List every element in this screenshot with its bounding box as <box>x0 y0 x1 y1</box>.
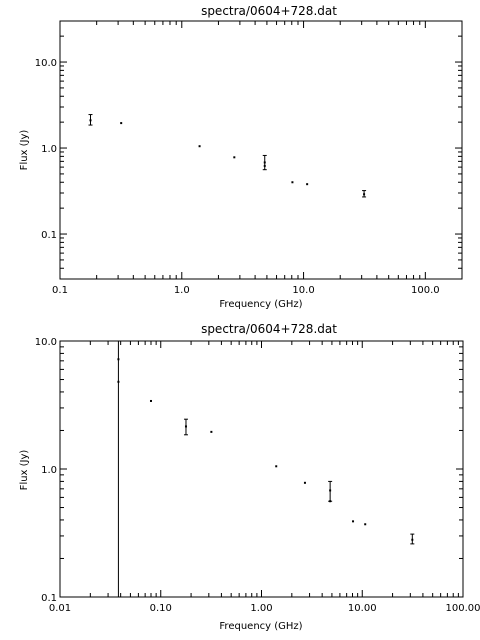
x-tick-label: 1.00 <box>250 603 272 614</box>
x-axis-label: Frequency (GHz) <box>219 621 302 632</box>
chart-title: spectra/0604+728.dat <box>201 322 337 336</box>
x-tick-label: 10.00 <box>348 603 377 614</box>
x-tick-label: 100.00 <box>446 603 480 614</box>
data-point <box>263 164 266 167</box>
data-point <box>352 520 355 523</box>
data-point <box>364 523 367 526</box>
plot-frame <box>59 20 463 280</box>
data-point <box>210 430 213 433</box>
y-tick-label: 1.0 <box>41 465 57 476</box>
x-axis-label: Frequency (GHz) <box>219 299 302 310</box>
y-tick-label: 10.0 <box>35 58 57 69</box>
x-tick-label: 0.01 <box>49 603 71 614</box>
data-point <box>263 161 266 164</box>
data-point <box>275 465 278 468</box>
x-tick-label: 0.10 <box>150 603 172 614</box>
data-point <box>198 145 201 148</box>
data-point <box>303 481 306 484</box>
data-point <box>117 358 120 361</box>
data-point <box>233 156 236 159</box>
y-tick-label: 0.1 <box>41 230 57 241</box>
chart-top: spectra/0604+728.dat 0.1 1.0 10.0 100.0 0.1… <box>19 4 463 310</box>
x-tick-label: 0.1 <box>52 285 68 296</box>
data-point <box>117 380 120 383</box>
chart-bottom: spectra/0604+728.dat 0.01 0.10 1.00 10.00 10… <box>19 322 480 632</box>
chart-title: spectra/0604+728.dat <box>201 4 337 18</box>
x-tick-label: 100.0 <box>411 285 440 296</box>
data-point <box>306 183 309 186</box>
x-tick-label: 1.0 <box>174 285 190 296</box>
y-tick-label: 1.0 <box>41 144 57 155</box>
y-axis-label: Flux (Jy) <box>19 130 30 171</box>
data-point <box>89 119 92 122</box>
data-point <box>291 181 294 184</box>
data-point <box>329 500 332 503</box>
data-point <box>411 538 414 541</box>
y-tick-label: 10.0 <box>35 337 57 348</box>
data-point <box>363 193 366 196</box>
data-point <box>329 489 332 492</box>
data-point <box>184 425 187 428</box>
y-tick-label: 0.1 <box>41 593 57 604</box>
plot-frame <box>59 340 464 598</box>
data-point <box>149 399 152 402</box>
data-point <box>120 122 123 125</box>
y-axis-label: Flux (Jy) <box>19 450 30 491</box>
x-tick-label: 10.0 <box>292 285 314 296</box>
